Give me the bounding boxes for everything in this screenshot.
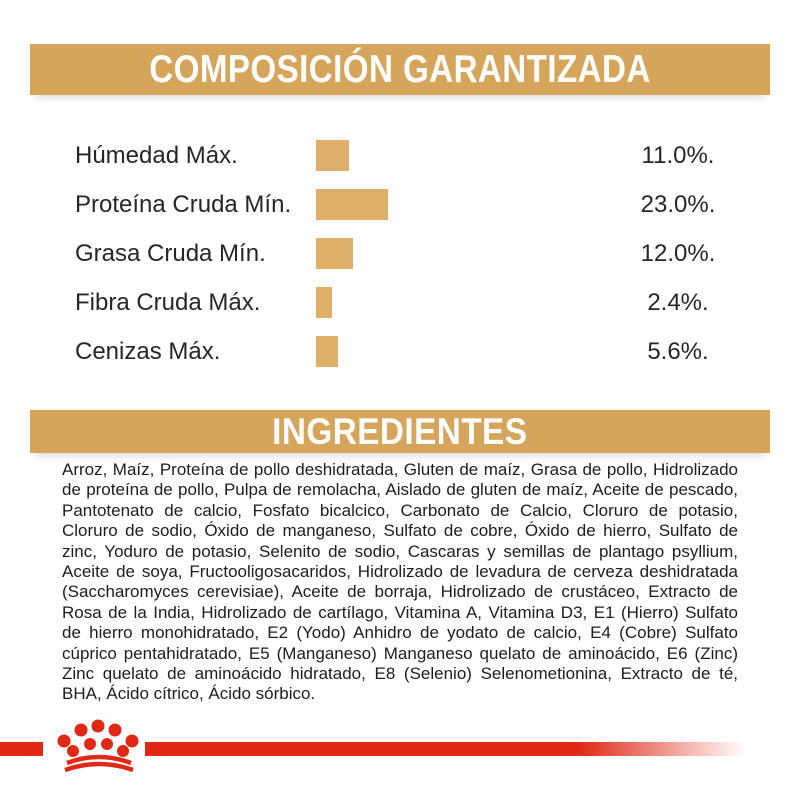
- ingredients-title: INGREDIENTES: [272, 410, 528, 452]
- nutrient-value: 11.0%.: [641, 141, 715, 169]
- footer-stripe-right: [145, 742, 746, 756]
- nutrient-label: Fibra Cruda Máx.: [75, 288, 261, 316]
- royal-canin-crown-icon: [57, 719, 139, 773]
- ingredients-banner: INGREDIENTES: [30, 410, 770, 453]
- composition-table: Húmedad Máx. 11.0%. Proteína Cruda Mín. 23.…: [0, 131, 800, 376]
- nutrient-value: 2.4%.: [647, 288, 709, 316]
- nutrient-value: 5.6%.: [647, 337, 709, 365]
- ingredients-paragraph: Arroz, Maíz, Proteína de pollo deshidrat…: [62, 460, 738, 704]
- nutrient-label: Proteína Cruda Mín.: [75, 190, 292, 218]
- footer-stripe-left: [0, 742, 43, 756]
- nutrient-row: Cenizas Máx. 5.6%.: [0, 327, 800, 376]
- nutrient-bar: [316, 287, 332, 318]
- nutrient-row: Fibra Cruda Máx. 2.4%.: [0, 278, 800, 327]
- nutrient-value: 12.0%.: [640, 239, 716, 267]
- nutrient-bar: [316, 336, 338, 367]
- nutrient-row: Húmedad Máx. 11.0%.: [0, 131, 800, 180]
- nutrient-bar: [316, 238, 353, 269]
- nutrient-bar: [316, 140, 349, 171]
- nutrient-row: Proteína Cruda Mín. 23.0%.: [0, 180, 800, 229]
- composition-title: COMPOSICIÓN GARANTIZADA: [149, 47, 651, 91]
- nutrient-bar: [316, 189, 388, 220]
- nutrient-label: Húmedad Máx.: [75, 141, 238, 169]
- nutrient-label: Cenizas Máx.: [75, 337, 221, 365]
- nutrient-value: 23.0%.: [640, 190, 716, 218]
- nutrient-label: Grasa Cruda Mín.: [75, 239, 266, 267]
- nutrient-row: Grasa Cruda Mín. 12.0%.: [0, 229, 800, 278]
- composition-banner: COMPOSICIÓN GARANTIZADA: [30, 44, 770, 95]
